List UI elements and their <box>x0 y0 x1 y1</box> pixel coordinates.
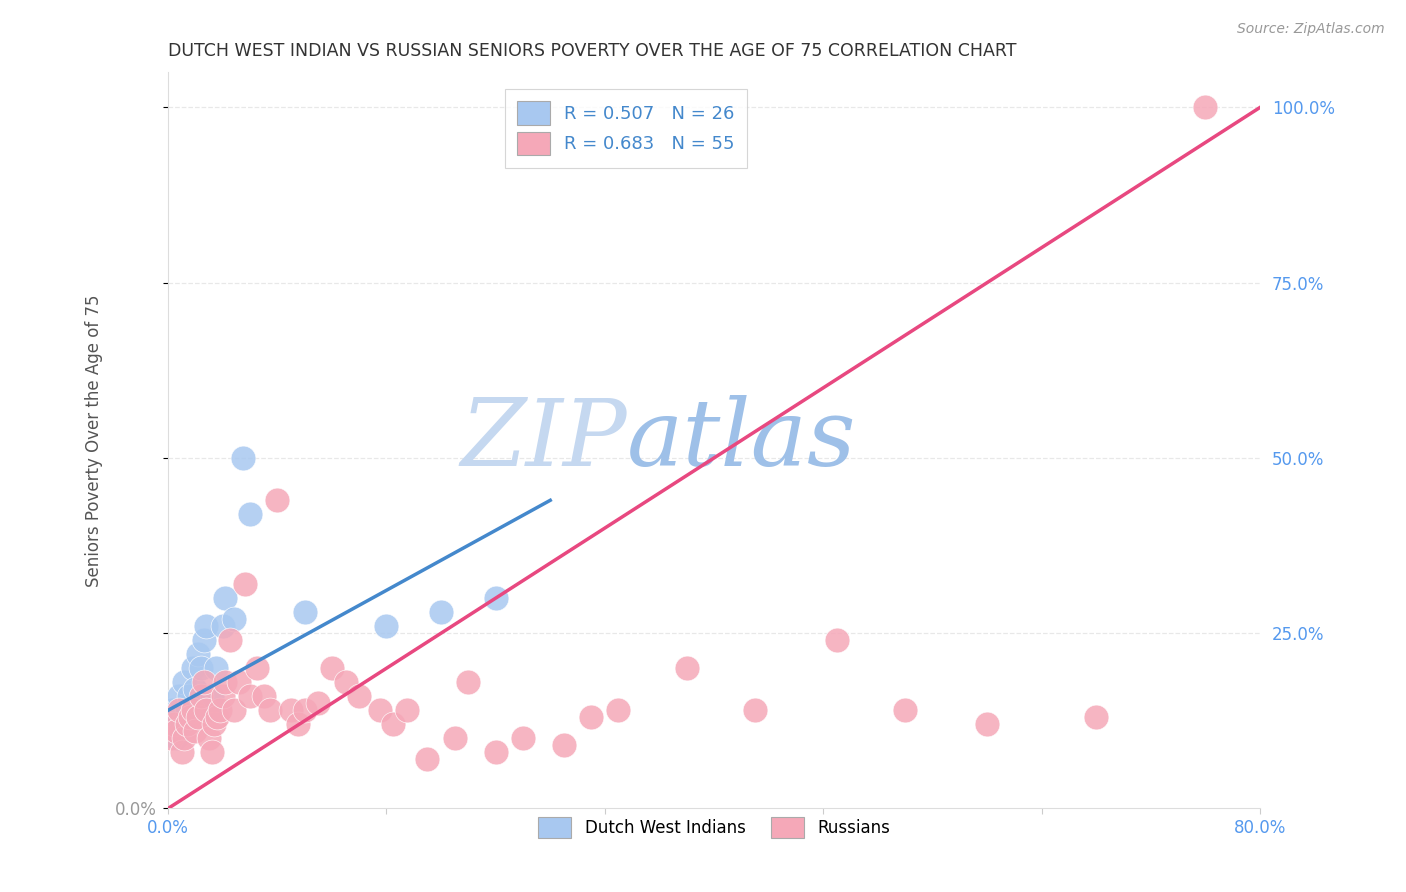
Point <box>430 605 453 619</box>
Point <box>443 731 465 746</box>
Point <box>228 675 250 690</box>
Point <box>239 690 262 704</box>
Point <box>368 703 391 717</box>
Point <box>167 703 190 717</box>
Point <box>1085 710 1108 724</box>
Point <box>375 619 398 633</box>
Y-axis label: Seniors Poverty Over the Age of 75: Seniors Poverty Over the Age of 75 <box>86 294 103 587</box>
Point <box>222 612 245 626</box>
Point <box>198 731 221 746</box>
Point <box>307 696 329 710</box>
Point <box>222 703 245 717</box>
Point <box>170 745 193 759</box>
Point <box>280 703 302 717</box>
Point <box>253 690 276 704</box>
Point <box>176 717 198 731</box>
Point <box>232 450 254 465</box>
Point <box>976 717 998 731</box>
Point <box>170 717 193 731</box>
Point <box>165 724 187 739</box>
Point <box>165 731 187 746</box>
Point <box>184 682 207 697</box>
Point <box>321 661 343 675</box>
Point <box>825 633 848 648</box>
Point <box>198 703 221 717</box>
Point <box>201 745 224 759</box>
Point <box>579 710 602 724</box>
Point <box>744 703 766 717</box>
Point <box>382 717 405 731</box>
Point <box>204 717 226 731</box>
Point <box>179 710 201 724</box>
Point <box>335 675 357 690</box>
Point <box>211 690 233 704</box>
Point <box>181 703 204 717</box>
Point <box>205 661 228 675</box>
Point <box>190 661 212 675</box>
Point <box>214 675 236 690</box>
Point <box>246 661 269 675</box>
Point <box>211 619 233 633</box>
Text: ZIP: ZIP <box>460 395 627 485</box>
Point <box>1194 100 1216 114</box>
Text: Source: ZipAtlas.com: Source: ZipAtlas.com <box>1237 22 1385 37</box>
Point <box>208 703 231 717</box>
Point <box>457 675 479 690</box>
Point <box>214 591 236 606</box>
Point <box>416 752 439 766</box>
Point <box>167 690 190 704</box>
Point <box>218 633 240 648</box>
Point <box>485 745 508 759</box>
Text: DUTCH WEST INDIAN VS RUSSIAN SENIORS POVERTY OVER THE AGE OF 75 CORRELATION CHAR: DUTCH WEST INDIAN VS RUSSIAN SENIORS POV… <box>169 42 1017 60</box>
Point <box>184 724 207 739</box>
Point <box>294 605 316 619</box>
Point <box>193 675 215 690</box>
Point <box>233 577 256 591</box>
Point <box>195 619 218 633</box>
Point <box>259 703 281 717</box>
Point <box>160 703 183 717</box>
Point <box>177 690 200 704</box>
Legend: Dutch West Indians, Russians: Dutch West Indians, Russians <box>531 811 897 844</box>
Point <box>190 690 212 704</box>
Point <box>395 703 418 717</box>
Point <box>173 731 195 746</box>
Point <box>287 717 309 731</box>
Text: atlas: atlas <box>627 395 856 485</box>
Point <box>294 703 316 717</box>
Point <box>181 661 204 675</box>
Point <box>607 703 630 717</box>
Point <box>159 731 181 746</box>
Point <box>195 703 218 717</box>
Point <box>193 633 215 648</box>
Point <box>173 675 195 690</box>
Point <box>485 591 508 606</box>
Point <box>553 739 575 753</box>
Point <box>675 661 697 675</box>
Point <box>205 710 228 724</box>
Point <box>187 710 209 724</box>
Point <box>163 710 186 724</box>
Point <box>239 507 262 521</box>
Point <box>201 690 224 704</box>
Point <box>266 493 288 508</box>
Point <box>162 717 184 731</box>
Point <box>187 647 209 661</box>
Point <box>176 703 198 717</box>
Point <box>347 690 370 704</box>
Point <box>512 731 534 746</box>
Point <box>894 703 917 717</box>
